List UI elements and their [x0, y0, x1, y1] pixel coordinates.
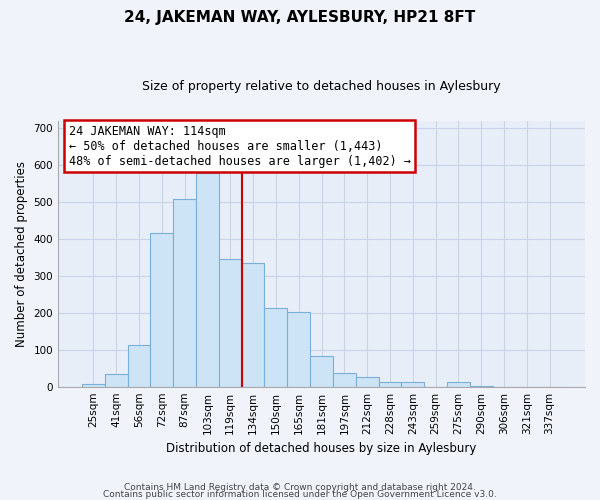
- Bar: [447, 382, 470, 386]
- Bar: [310, 356, 333, 386]
- Text: Contains HM Land Registry data © Crown copyright and database right 2024.: Contains HM Land Registry data © Crown c…: [124, 484, 476, 492]
- Bar: [196, 173, 219, 386]
- Text: 24, JAKEMAN WAY, AYLESBURY, HP21 8FT: 24, JAKEMAN WAY, AYLESBURY, HP21 8FT: [124, 10, 476, 25]
- Text: Contains public sector information licensed under the Open Government Licence v3: Contains public sector information licen…: [103, 490, 497, 499]
- X-axis label: Distribution of detached houses by size in Aylesbury: Distribution of detached houses by size …: [166, 442, 477, 455]
- Bar: [173, 199, 196, 386]
- Bar: [242, 263, 265, 386]
- Bar: [333, 373, 356, 386]
- Bar: [151, 233, 173, 386]
- Bar: [401, 382, 424, 386]
- Title: Size of property relative to detached houses in Aylesbury: Size of property relative to detached ho…: [142, 80, 501, 93]
- Bar: [287, 312, 310, 386]
- Bar: [105, 374, 128, 386]
- Bar: [379, 382, 401, 386]
- Text: 24 JAKEMAN WAY: 114sqm
← 50% of detached houses are smaller (1,443)
48% of semi-: 24 JAKEMAN WAY: 114sqm ← 50% of detached…: [68, 124, 410, 168]
- Bar: [219, 259, 242, 386]
- Bar: [265, 308, 287, 386]
- Y-axis label: Number of detached properties: Number of detached properties: [15, 160, 28, 346]
- Bar: [356, 377, 379, 386]
- Bar: [128, 345, 151, 387]
- Bar: [82, 384, 105, 386]
